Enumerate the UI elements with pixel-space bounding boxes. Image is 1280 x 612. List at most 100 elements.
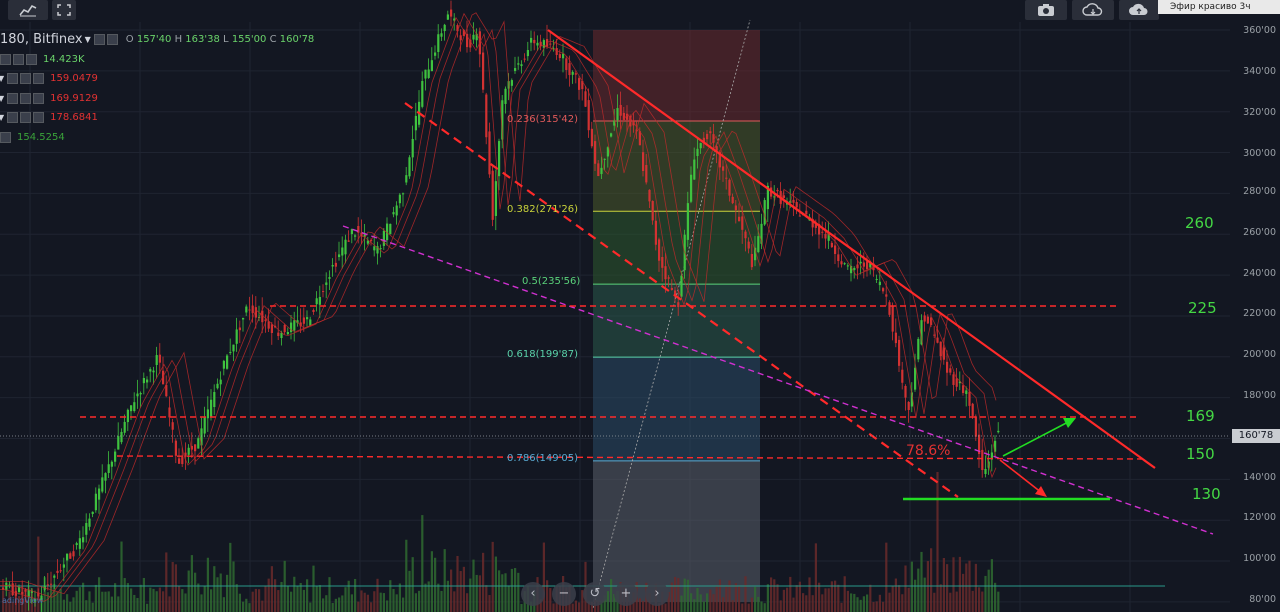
close-icon[interactable] — [33, 112, 45, 124]
volume-bar — [942, 557, 945, 612]
candle-body — [133, 402, 136, 412]
volume-bar — [46, 592, 49, 612]
volume-bar — [430, 551, 433, 612]
volume-bars — [0, 471, 1165, 612]
volume-bar — [405, 539, 408, 612]
volume-bar — [408, 570, 411, 612]
candle-body — [555, 48, 558, 55]
volume-bar — [878, 594, 881, 612]
volume-bar — [98, 577, 101, 612]
fullscreen-button[interactable] — [52, 0, 76, 20]
volume-bar — [280, 581, 283, 612]
volume-bar — [760, 601, 763, 612]
candle-body — [459, 35, 462, 41]
volume-bar — [875, 601, 878, 612]
volume-bar — [702, 601, 705, 612]
zoom-out-button[interactable]: − — [552, 582, 576, 606]
load-layout-button[interactable] — [1072, 0, 1114, 20]
chevron-down-icon[interactable]: ▼ — [84, 35, 91, 44]
layout-dropdown[interactable]: Эфир красиво 3ч — [1158, 0, 1280, 14]
volume-bar — [680, 595, 683, 612]
candle-body — [408, 157, 411, 177]
eye-icon[interactable] — [7, 73, 19, 85]
chevron-down-icon[interactable]: ▼ — [0, 113, 5, 122]
volume-bar — [331, 603, 334, 612]
close-icon[interactable] — [33, 73, 45, 85]
volume-bar — [328, 577, 331, 612]
eye-icon[interactable] — [7, 92, 19, 104]
volume-bar — [382, 593, 385, 612]
volume-bar — [923, 577, 926, 612]
volume-bar — [194, 572, 197, 612]
price-axis[interactable]: 360'00 340'00 320'00 300'00 280'00 260'0… — [1230, 22, 1280, 612]
volume-bar — [862, 596, 865, 612]
volume-bar — [309, 602, 312, 612]
candle-body — [699, 143, 702, 149]
close-icon[interactable] — [26, 53, 37, 65]
candle-body — [120, 431, 123, 443]
eye-icon[interactable] — [93, 34, 105, 46]
top-toolbar: Эфир красиво 3ч — [0, 0, 1280, 22]
candle-body — [146, 379, 149, 383]
volume-bar — [120, 541, 123, 612]
save-layout-button[interactable] — [1119, 0, 1159, 20]
candle-body — [558, 54, 561, 58]
moving-average-line — [0, 12, 997, 598]
candle-body — [66, 553, 69, 561]
settings-icon[interactable] — [106, 34, 118, 46]
volume-bar — [974, 563, 977, 612]
zoom-in-button[interactable]: + — [614, 582, 638, 606]
candle-body — [123, 421, 126, 433]
volume-bar — [539, 599, 542, 612]
candle-body — [363, 234, 366, 237]
volume-bar — [763, 603, 766, 612]
candle-body — [734, 205, 737, 211]
candle-body — [235, 329, 238, 344]
volume-bar — [853, 593, 856, 612]
volume-bar — [549, 588, 552, 612]
scroll-forward-button[interactable]: › — [645, 582, 669, 606]
candle-body — [514, 68, 517, 71]
volume-bar — [18, 596, 21, 612]
volume-bar — [213, 566, 216, 612]
settings-icon[interactable] — [20, 92, 32, 104]
candle-body — [139, 393, 142, 395]
candle-body — [450, 9, 453, 17]
snapshot-button[interactable] — [1025, 0, 1067, 20]
candle-body — [98, 488, 101, 500]
close-icon[interactable] — [33, 92, 45, 104]
settings-icon[interactable] — [20, 112, 32, 124]
scroll-back-button[interactable]: ‹ — [521, 582, 545, 606]
volume-bar — [274, 579, 277, 612]
settings-icon[interactable] — [13, 53, 24, 65]
chevron-down-icon[interactable]: ▼ — [0, 93, 5, 103]
candle-body — [91, 511, 94, 515]
volume-bar — [517, 572, 520, 612]
settings-icon[interactable] — [20, 73, 32, 85]
reset-chart-button[interactable]: ↺ — [583, 582, 607, 606]
eye-icon[interactable] — [0, 53, 11, 65]
eye-icon[interactable] — [7, 112, 19, 124]
volume-bar — [421, 515, 424, 612]
volume-bar — [197, 583, 200, 612]
candle-body — [891, 305, 894, 332]
symbol-title[interactable]: 180, Bitfinex — [0, 32, 83, 47]
candle-body — [747, 241, 750, 249]
volume-bar — [149, 587, 152, 612]
candle-body — [270, 324, 273, 333]
low-label: L — [223, 34, 229, 45]
candle-body — [622, 112, 625, 120]
candle-body — [773, 196, 776, 198]
chart-type-button[interactable] — [8, 0, 48, 20]
volume-bar — [245, 598, 248, 612]
candle-body — [782, 195, 785, 199]
chevron-down-icon[interactable]: ▼ — [0, 74, 5, 83]
fib-band — [593, 30, 760, 122]
close-icon[interactable] — [0, 131, 11, 143]
candle-body — [690, 174, 693, 202]
candle-body — [306, 317, 309, 320]
volume-bar — [130, 588, 133, 612]
volume-bar — [696, 587, 699, 612]
candle-body — [94, 493, 97, 511]
